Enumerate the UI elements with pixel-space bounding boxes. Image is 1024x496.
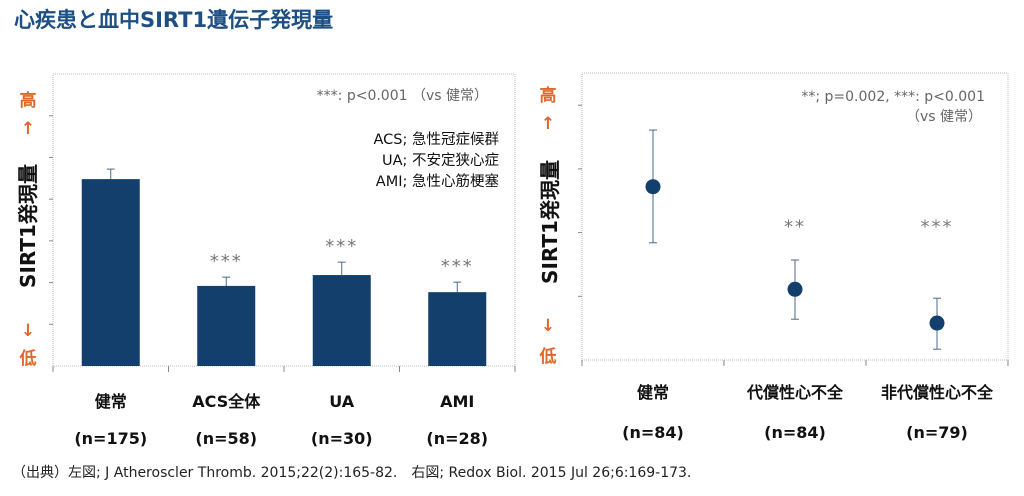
x-category-label: AMI [440,392,474,411]
data-point [645,179,661,195]
left-y-up-arrow: ↑ [21,119,35,139]
x-n-label: (n=79) [906,423,968,442]
right-y-up-arrow: ↑ [541,114,555,134]
right-significance-note: **; p=0.002, ***: p<0.001 [801,89,985,105]
significance-stars: *** [325,236,358,257]
x-n-label: (n=84) [622,423,684,442]
right-significance-note-vs: （vs 健常） [906,109,982,125]
x-n-label: (n=28) [426,429,488,448]
significance-stars: *** [441,256,474,277]
significance-stars: *** [921,217,954,238]
right-y-axis-label: SIRT1発現量 [538,160,562,284]
x-category-label: ACS全体 [192,392,261,411]
x-category-label: 健常 [637,383,669,402]
data-point [929,315,945,331]
x-n-label: (n=30) [311,429,373,448]
significance-stars: ** [784,217,806,238]
x-n-label: (n=175) [74,429,147,448]
abbr-ami: AMI; 急性心筋梗塞 [376,172,499,190]
left-y-down-arrow: ↓ [21,321,35,341]
left-y-axis-label: SIRT1発現量 [16,164,40,288]
x-category-label: 健常 [95,392,127,411]
x-category-label: UA [329,392,355,411]
bar [81,179,140,366]
source-citation: （出典）左図; J Atheroscler Thromb. 2015;22(2)… [12,465,691,481]
left-y-high: 高 [20,90,37,111]
significance-stars: *** [210,251,243,272]
data-point [787,281,803,297]
x-category-label: 非代償性心不全 [881,383,994,402]
right-y-high: 高 [540,85,557,106]
x-category-label: 代償性心不全 [746,383,844,402]
x-n-label: (n=84) [764,423,826,442]
left-y-low: 低 [19,348,37,369]
bar [197,285,256,366]
right-y-down-arrow: ↓ [541,316,555,336]
x-n-label: (n=58) [195,429,257,448]
page-title: 心疾患と血中SIRT1遺伝子発現量 [14,8,333,32]
bar [312,275,371,366]
bar [428,292,487,366]
left-significance-note: ***: p<0.001 （vs 健常） [317,88,488,104]
right-dot-chart: 高 ↑ SIRT1発現量 ↓ 低 **; p=0.002, ***: p<0.0… [538,72,1009,442]
right-y-low: 低 [539,346,557,367]
abbr-ua: UA; 不安定狭心症 [382,152,499,169]
left-bar-chart: 高 ↑ SIRT1発現量 ↓ 低 ***: p<0.001 （vs 健常） AC… [16,73,516,448]
abbr-acs: ACS; 急性冠症候群 [374,131,500,148]
